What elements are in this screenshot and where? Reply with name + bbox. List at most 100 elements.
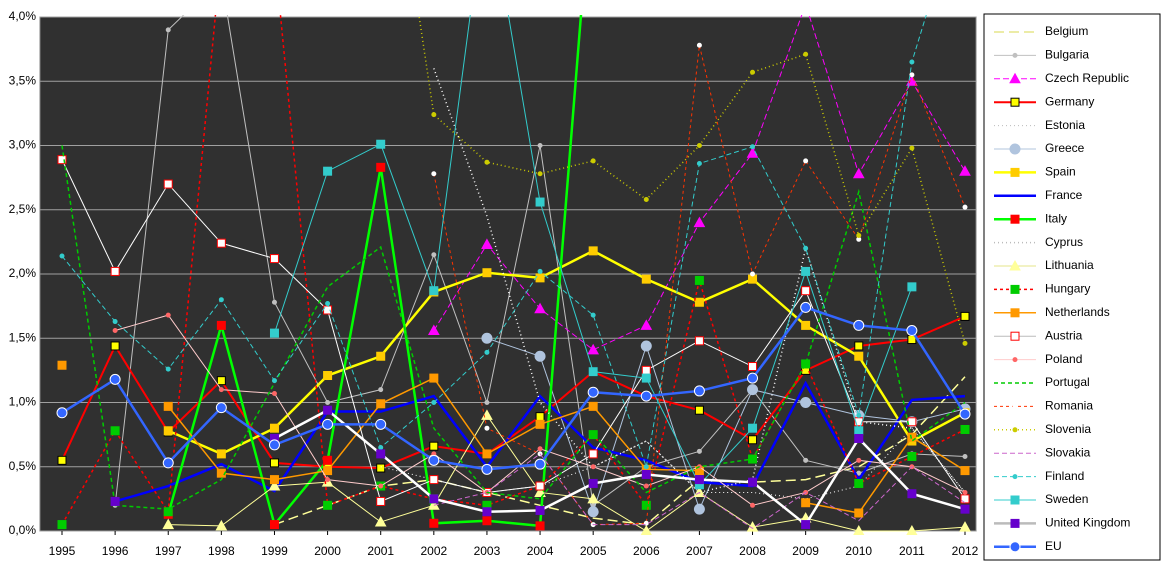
marker xyxy=(215,519,228,531)
marker xyxy=(854,351,864,361)
marker xyxy=(641,274,651,284)
marker xyxy=(588,478,598,488)
marker xyxy=(325,400,331,405)
marker xyxy=(325,301,331,307)
marker xyxy=(323,500,333,510)
legend-label: Italy xyxy=(1045,211,1067,225)
marker xyxy=(482,507,492,517)
marker xyxy=(801,286,811,296)
y-tick-label: 1,0% xyxy=(9,395,37,409)
marker xyxy=(590,158,596,164)
marker xyxy=(694,275,704,285)
marker xyxy=(1010,167,1020,177)
marker xyxy=(376,463,386,473)
marker xyxy=(696,160,702,166)
marker xyxy=(431,112,437,118)
marker xyxy=(1010,495,1020,505)
marker xyxy=(271,391,277,397)
marker xyxy=(323,405,333,415)
marker xyxy=(484,400,490,405)
y-tick-label: 0,0% xyxy=(9,523,37,537)
marker xyxy=(322,418,334,430)
x-tick-label: 1997 xyxy=(155,544,182,558)
x-tick-label: 2012 xyxy=(952,544,979,558)
marker xyxy=(378,444,384,450)
marker xyxy=(909,145,915,151)
marker xyxy=(1010,308,1020,318)
marker xyxy=(748,477,758,487)
marker xyxy=(535,521,545,531)
marker xyxy=(1010,331,1020,341)
legend-label: Estonia xyxy=(1045,118,1085,132)
marker xyxy=(481,332,493,344)
marker xyxy=(909,59,915,65)
marker xyxy=(1009,143,1021,155)
marker xyxy=(640,524,652,535)
marker xyxy=(1012,474,1018,480)
marker xyxy=(643,196,649,202)
marker xyxy=(535,412,545,422)
marker xyxy=(587,506,599,518)
marker xyxy=(853,524,865,535)
marker xyxy=(484,349,490,355)
marker xyxy=(588,449,598,459)
marker xyxy=(271,299,277,305)
marker xyxy=(1010,284,1020,294)
marker xyxy=(962,340,968,346)
marker xyxy=(534,350,546,362)
marker xyxy=(323,455,333,465)
marker xyxy=(378,387,384,393)
marker xyxy=(960,494,970,504)
legend-label: Portugal xyxy=(1045,375,1090,389)
marker xyxy=(431,400,437,405)
legend-label: Lithuania xyxy=(1045,258,1094,272)
marker xyxy=(534,302,546,314)
legend-label: Slovenia xyxy=(1045,422,1091,436)
marker xyxy=(376,139,386,149)
marker xyxy=(216,320,226,330)
legend-label: EU xyxy=(1045,539,1062,553)
legend-label: Germany xyxy=(1045,94,1094,108)
marker xyxy=(856,457,862,463)
marker xyxy=(535,505,545,515)
series-lines xyxy=(56,15,971,535)
marker xyxy=(216,449,226,459)
marker xyxy=(163,426,173,436)
marker xyxy=(640,390,652,402)
series-line xyxy=(486,337,966,514)
marker xyxy=(165,312,171,318)
marker xyxy=(959,521,971,532)
marker xyxy=(375,418,387,430)
marker xyxy=(696,448,702,454)
x-tick-label: 2003 xyxy=(474,544,501,558)
x-tick-label: 2006 xyxy=(633,544,660,558)
marker xyxy=(535,197,545,207)
marker xyxy=(906,325,918,337)
marker xyxy=(57,155,67,165)
marker xyxy=(1009,259,1021,271)
marker xyxy=(909,72,915,78)
marker xyxy=(962,489,968,495)
series-line xyxy=(273,408,966,527)
marker xyxy=(694,475,704,485)
x-tick-label: 1995 xyxy=(49,544,76,558)
marker xyxy=(323,166,333,176)
legend-label: Cyprus xyxy=(1045,235,1083,249)
x-tick-label: 1999 xyxy=(261,544,288,558)
marker xyxy=(856,470,862,476)
marker xyxy=(693,503,705,515)
marker xyxy=(378,483,384,489)
marker xyxy=(269,254,279,264)
marker xyxy=(376,351,386,361)
series-line xyxy=(61,305,967,471)
marker xyxy=(57,360,67,370)
marker xyxy=(1010,97,1020,107)
legend-label: Finland xyxy=(1045,469,1084,483)
marker xyxy=(482,449,492,459)
marker xyxy=(484,425,490,431)
x-tick-label: 1998 xyxy=(208,544,235,558)
marker xyxy=(163,179,173,189)
x-tick-label: 2005 xyxy=(580,544,607,558)
marker xyxy=(856,232,862,238)
